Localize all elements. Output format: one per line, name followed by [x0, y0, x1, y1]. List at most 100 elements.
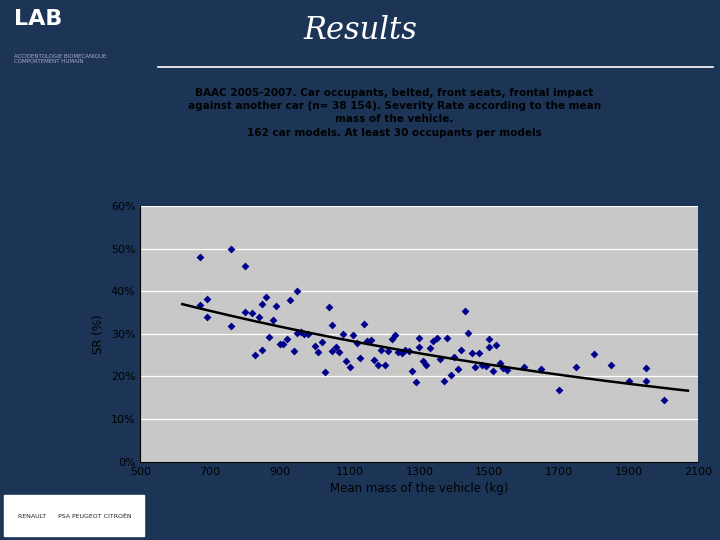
Point	[326, 346, 338, 355]
Y-axis label: SR (%): SR (%)	[92, 314, 105, 354]
Point	[449, 353, 460, 362]
Point	[358, 320, 369, 328]
Point	[341, 356, 352, 365]
Point	[292, 287, 303, 295]
Point	[257, 300, 269, 308]
Point	[498, 364, 509, 373]
Point	[292, 329, 303, 338]
Point	[483, 342, 495, 351]
Point	[410, 378, 422, 387]
Point	[518, 362, 530, 371]
Point	[553, 386, 564, 394]
Point	[299, 330, 310, 339]
Point	[250, 350, 261, 359]
Point	[445, 371, 456, 380]
Point	[225, 244, 237, 253]
Point	[316, 338, 328, 346]
Point	[428, 337, 439, 346]
Point	[253, 313, 265, 322]
Point	[469, 363, 481, 372]
Point	[246, 308, 258, 317]
Point	[477, 361, 488, 369]
Point	[372, 360, 383, 369]
Point	[295, 328, 307, 336]
Point	[323, 302, 335, 311]
Point	[194, 300, 205, 309]
Point	[487, 367, 498, 375]
Point	[623, 377, 634, 386]
Point	[640, 363, 652, 372]
X-axis label: Mean mass of the vehicle (kg): Mean mass of the vehicle (kg)	[330, 482, 508, 495]
Point	[264, 333, 275, 341]
Text: RENAULT      PSA PEUGEOT CITROËN: RENAULT PSA PEUGEOT CITROËN	[18, 514, 132, 519]
Point	[392, 348, 404, 356]
Point	[382, 346, 394, 355]
Point	[390, 331, 401, 340]
Point	[312, 347, 324, 356]
Point	[494, 359, 505, 367]
Point	[369, 356, 380, 364]
Point	[379, 360, 390, 369]
Point	[361, 336, 373, 345]
Point	[257, 346, 269, 354]
Point	[407, 367, 418, 375]
Point	[396, 348, 408, 357]
Point	[501, 365, 513, 374]
Point	[536, 365, 547, 374]
Point	[347, 330, 359, 339]
Point	[309, 341, 320, 350]
Point	[431, 333, 443, 342]
Point	[466, 349, 477, 358]
Point	[480, 361, 492, 370]
Point	[420, 361, 432, 370]
Point	[424, 343, 436, 352]
Point	[320, 368, 331, 377]
Point	[400, 346, 411, 354]
Point	[354, 354, 366, 362]
Point	[194, 253, 205, 261]
Point	[462, 328, 474, 337]
Point	[386, 335, 397, 343]
Point	[483, 335, 495, 343]
Point	[302, 330, 313, 339]
Point	[438, 377, 449, 386]
Point	[344, 363, 356, 372]
Point	[225, 321, 237, 330]
Point	[201, 294, 212, 303]
Point	[281, 335, 292, 343]
Point	[403, 347, 415, 355]
Point	[640, 376, 652, 385]
Text: ACCIDENTOLOGIE BIOMECANIQUE
COMPORTEMENT HUMAIN: ACCIDENTOLOGIE BIOMECANIQUE COMPORTEMENT…	[14, 53, 107, 64]
Point	[456, 346, 467, 354]
Point	[375, 346, 387, 355]
Point	[239, 308, 251, 316]
Point	[473, 348, 485, 357]
Point	[330, 343, 341, 352]
Point	[278, 340, 289, 348]
Point	[417, 357, 428, 366]
Point	[333, 348, 345, 356]
Point	[452, 364, 464, 373]
Point	[326, 321, 338, 329]
Point	[288, 347, 300, 356]
Point	[201, 313, 212, 321]
Point	[413, 334, 425, 342]
Text: Results: Results	[303, 15, 417, 46]
Point	[606, 361, 617, 369]
Point	[658, 396, 670, 405]
Point	[365, 335, 377, 344]
Point	[490, 341, 502, 349]
Point	[284, 295, 296, 304]
Point	[239, 261, 251, 270]
Point	[337, 330, 348, 339]
Point	[588, 350, 600, 359]
Text: LAB: LAB	[14, 9, 63, 29]
Point	[274, 340, 286, 349]
Point	[570, 362, 582, 371]
Point	[413, 342, 425, 351]
Point	[435, 355, 446, 363]
Point	[260, 293, 271, 301]
Point	[271, 302, 282, 310]
FancyBboxPatch shape	[4, 495, 144, 536]
Text: BAAC 2005-2007. Car occupants, belted, front seats, frontal impact
against anoth: BAAC 2005-2007. Car occupants, belted, f…	[188, 88, 600, 138]
